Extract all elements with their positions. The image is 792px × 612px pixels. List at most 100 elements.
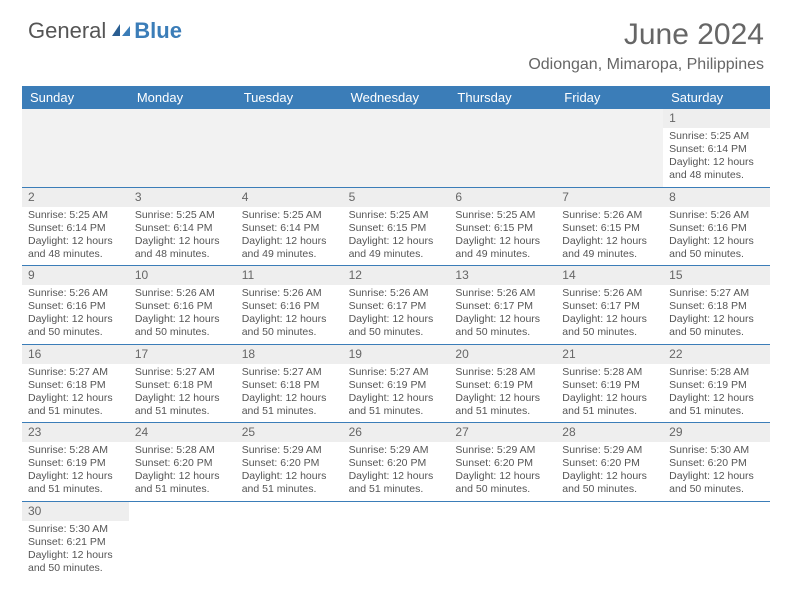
calendar-cell: 26Sunrise: 5:29 AMSunset: 6:20 PMDayligh…: [343, 423, 450, 502]
weekday-header: Wednesday: [343, 86, 450, 109]
sunset-text: Sunset: 6:19 PM: [455, 379, 550, 392]
daylight1-text: Daylight: 12 hours: [562, 470, 657, 483]
sunset-text: Sunset: 6:20 PM: [562, 457, 657, 470]
calendar-cell: [556, 109, 663, 188]
sunrise-text: Sunrise: 5:26 AM: [562, 209, 657, 222]
day-number: 30: [22, 502, 129, 521]
weekday-header: Friday: [556, 86, 663, 109]
sunset-text: Sunset: 6:19 PM: [669, 379, 764, 392]
weekday-header-row: Sunday Monday Tuesday Wednesday Thursday…: [22, 86, 770, 109]
sunset-text: Sunset: 6:17 PM: [562, 300, 657, 313]
daylight2-text: and 51 minutes.: [135, 405, 230, 418]
day-number: 8: [663, 188, 770, 207]
sunset-text: Sunset: 6:18 PM: [28, 379, 123, 392]
daylight2-text: and 50 minutes.: [135, 326, 230, 339]
sunset-text: Sunset: 6:14 PM: [28, 222, 123, 235]
month-title: June 2024: [528, 18, 764, 52]
daylight2-text: and 51 minutes.: [28, 483, 123, 496]
daylight1-text: Daylight: 12 hours: [242, 235, 337, 248]
logo-text-blue: Blue: [134, 18, 182, 44]
daylight1-text: Daylight: 12 hours: [242, 392, 337, 405]
daylight1-text: Daylight: 12 hours: [349, 470, 444, 483]
daylight1-text: Daylight: 12 hours: [669, 313, 764, 326]
sunrise-text: Sunrise: 5:25 AM: [28, 209, 123, 222]
daylight2-text: and 50 minutes.: [28, 562, 123, 575]
daylight2-text: and 50 minutes.: [562, 326, 657, 339]
calendar-cell: 5Sunrise: 5:25 AMSunset: 6:15 PMDaylight…: [343, 188, 450, 267]
sunrise-text: Sunrise: 5:29 AM: [455, 444, 550, 457]
daylight2-text: and 51 minutes.: [349, 483, 444, 496]
calendar-cell: 14Sunrise: 5:26 AMSunset: 6:17 PMDayligh…: [556, 266, 663, 345]
sunrise-text: Sunrise: 5:26 AM: [242, 287, 337, 300]
daylight1-text: Daylight: 12 hours: [135, 470, 230, 483]
daylight2-text: and 48 minutes.: [135, 248, 230, 261]
sunset-text: Sunset: 6:18 PM: [669, 300, 764, 313]
daylight1-text: Daylight: 12 hours: [349, 313, 444, 326]
sunset-text: Sunset: 6:21 PM: [28, 536, 123, 549]
daylight1-text: Daylight: 12 hours: [349, 392, 444, 405]
sunset-text: Sunset: 6:20 PM: [669, 457, 764, 470]
daylight2-text: and 50 minutes.: [669, 248, 764, 261]
daylight2-text: and 51 minutes.: [455, 405, 550, 418]
sunrise-text: Sunrise: 5:28 AM: [28, 444, 123, 457]
day-number: 14: [556, 266, 663, 285]
daylight1-text: Daylight: 12 hours: [455, 470, 550, 483]
calendar-cell: 12Sunrise: 5:26 AMSunset: 6:17 PMDayligh…: [343, 266, 450, 345]
calendar-cell: 15 Sunrise: 5:27 AMSunset: 6:18 PMDayligh…: [663, 266, 770, 345]
daylight1-text: Daylight: 12 hours: [349, 235, 444, 248]
sunrise-text: Sunrise: 5:26 AM: [669, 209, 764, 222]
day-number: 11: [236, 266, 343, 285]
sunset-text: Sunset: 6:20 PM: [242, 457, 337, 470]
daylight2-text: and 50 minutes.: [28, 326, 123, 339]
daylight2-text: and 50 minutes.: [455, 326, 550, 339]
daylight1-text: Daylight: 12 hours: [669, 470, 764, 483]
day-number: 2: [22, 188, 129, 207]
sunrise-text: Sunrise: 5:28 AM: [562, 366, 657, 379]
day-number: 6: [449, 188, 556, 207]
daylight2-text: and 50 minutes.: [242, 326, 337, 339]
daylight1-text: Daylight: 12 hours: [28, 313, 123, 326]
sunset-text: Sunset: 6:20 PM: [135, 457, 230, 470]
day-number: 24: [129, 423, 236, 442]
calendar-cell: 11Sunrise: 5:26 AMSunset: 6:16 PMDayligh…: [236, 266, 343, 345]
weekday-header: Sunday: [22, 86, 129, 109]
daylight2-text: and 50 minutes.: [455, 483, 550, 496]
calendar-cell: 17Sunrise: 5:27 AMSunset: 6:18 PMDayligh…: [129, 345, 236, 424]
daylight2-text: and 49 minutes.: [242, 248, 337, 261]
logo-sail-icon: [110, 18, 132, 44]
calendar-cell: 24 Sunrise: 5:28 AMSunset: 6:20 PMDayligh…: [129, 423, 236, 502]
calendar-cell: [556, 502, 663, 580]
daylight2-text: and 51 minutes.: [28, 405, 123, 418]
daylight1-text: Daylight: 12 hours: [455, 313, 550, 326]
calendar-cell: [663, 502, 770, 580]
sunrise-text: Sunrise: 5:28 AM: [135, 444, 230, 457]
day-number: 20: [449, 345, 556, 364]
day-number: 22: [663, 345, 770, 364]
daylight2-text: and 51 minutes.: [669, 405, 764, 418]
sunset-text: Sunset: 6:20 PM: [455, 457, 550, 470]
sunset-text: Sunset: 6:14 PM: [135, 222, 230, 235]
day-number: 27: [449, 423, 556, 442]
sunset-text: Sunset: 6:19 PM: [562, 379, 657, 392]
daylight1-text: Daylight: 12 hours: [135, 392, 230, 405]
sunrise-text: Sunrise: 5:27 AM: [28, 366, 123, 379]
sunset-text: Sunset: 6:16 PM: [135, 300, 230, 313]
sunrise-text: Sunrise: 5:27 AM: [242, 366, 337, 379]
sunrise-text: Sunrise: 5:25 AM: [455, 209, 550, 222]
day-number: 17: [129, 345, 236, 364]
weekday-header: Tuesday: [236, 86, 343, 109]
daylight2-text: and 50 minutes.: [349, 326, 444, 339]
calendar-cell: 2Sunrise: 5:25 AMSunset: 6:14 PMDaylight…: [22, 188, 129, 267]
sunrise-text: Sunrise: 5:29 AM: [562, 444, 657, 457]
sunrise-text: Sunrise: 5:27 AM: [669, 287, 764, 300]
sunrise-text: Sunrise: 5:26 AM: [562, 287, 657, 300]
sunrise-text: Sunrise: 5:30 AM: [28, 523, 123, 536]
day-number: 5: [343, 188, 450, 207]
sunrise-text: Sunrise: 5:25 AM: [135, 209, 230, 222]
day-number: 23: [22, 423, 129, 442]
daylight2-text: and 49 minutes.: [349, 248, 444, 261]
weekday-header: Thursday: [449, 86, 556, 109]
sunset-text: Sunset: 6:20 PM: [349, 457, 444, 470]
day-number: 12: [343, 266, 450, 285]
day-number: 15: [663, 266, 770, 285]
